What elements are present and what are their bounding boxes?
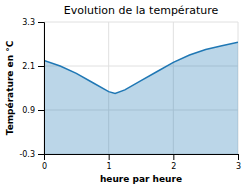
tick: 2 <box>171 154 176 171</box>
y-axis: -0.3 0.9 2.1 3.3 <box>19 18 44 159</box>
tick: 3 <box>236 154 241 171</box>
tick-mark <box>109 154 110 160</box>
grid <box>44 22 238 154</box>
line <box>44 42 238 93</box>
marks <box>44 42 238 154</box>
grid-line <box>44 22 238 23</box>
tick-label: 3 <box>236 162 241 171</box>
chart: 0 1 2 3 -0.3 0.9 2.1 3.3 Evolution de la tempéra… <box>0 0 250 188</box>
tick-label: 3.3 <box>22 18 35 27</box>
title: Evolution de la température <box>64 4 219 17</box>
y-axis-title: Température en °C <box>5 40 15 135</box>
tick: 2.1 <box>22 62 44 71</box>
tick-mark <box>38 154 44 155</box>
x-axis: 0 1 2 3 <box>42 154 241 171</box>
tick-label: 2 <box>171 162 176 171</box>
axis-line <box>45 155 239 161</box>
tick-mark <box>38 22 44 23</box>
area <box>44 42 238 154</box>
tick-label: 2.1 <box>22 62 35 71</box>
axis-line <box>38 23 45 155</box>
tick-mark <box>173 154 174 160</box>
plot-area: 0 1 2 3 -0.3 0.9 2.1 3.3 <box>19 18 241 171</box>
tick: 1 <box>107 154 112 171</box>
tick: 3.3 <box>22 18 44 27</box>
tick-mark <box>38 66 44 67</box>
tick-label: 0.9 <box>22 106 35 115</box>
tick-label: 1 <box>107 162 112 171</box>
tick: 0 <box>42 154 47 171</box>
tick-mark <box>38 110 44 111</box>
tick-mark <box>238 154 239 160</box>
tick-label: 0 <box>42 162 47 171</box>
tick: -0.3 <box>19 150 44 159</box>
x-axis-title: heure par heure <box>100 174 182 184</box>
tick-label: -0.3 <box>19 150 35 159</box>
tick: 0.9 <box>22 106 44 115</box>
